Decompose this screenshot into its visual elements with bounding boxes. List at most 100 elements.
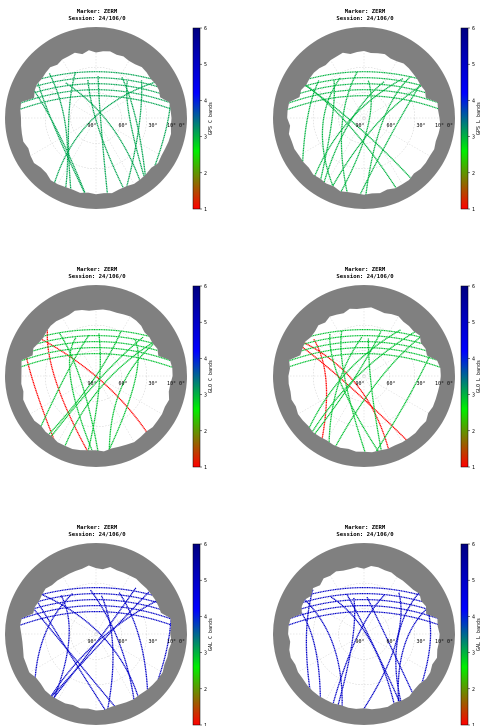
elevation-label: 30° xyxy=(148,381,157,387)
colorbar xyxy=(192,27,201,210)
colorbar-tick-label: 6 xyxy=(472,542,475,548)
colorbar-tick-label: 3 xyxy=(204,393,207,399)
satellite-track xyxy=(288,611,440,627)
colorbar-tick-label: 4 xyxy=(204,356,207,362)
colorbar-tick-label: 1 xyxy=(472,207,475,213)
colorbar-label: GLO L bands xyxy=(476,360,482,393)
satellite-track xyxy=(330,596,398,710)
elevation-label: 90° xyxy=(355,381,364,387)
colorbar-label: GPS L bands xyxy=(476,102,482,135)
chart-title-session: Session: 24/106/0 xyxy=(336,274,394,280)
chart-title-marker: Marker: ZERM xyxy=(77,9,118,15)
colorbar-tick-label: 5 xyxy=(204,578,207,584)
colorbar-tick-label: 4 xyxy=(472,98,475,104)
satellite-track xyxy=(100,595,114,711)
satellite-track xyxy=(287,95,441,111)
colorbar xyxy=(192,543,201,726)
elevation-ring xyxy=(312,66,416,170)
satellite-track xyxy=(346,593,406,710)
chart-title-session: Session: 24/106/0 xyxy=(68,532,126,538)
satellite-track xyxy=(34,590,151,711)
elevation-label: 90° xyxy=(87,123,96,129)
colorbar-tick-label: 6 xyxy=(472,26,475,32)
elevation-label: 60° xyxy=(118,381,127,387)
elevation-label: 10° 0° xyxy=(167,123,185,129)
satellite-track xyxy=(288,353,441,369)
colorbar xyxy=(460,285,469,468)
elevation-label: 60° xyxy=(386,123,395,129)
colorbar-tick-label: 3 xyxy=(472,651,475,657)
satellite-track xyxy=(367,338,384,453)
satellite-track xyxy=(359,592,402,710)
satellite-track xyxy=(395,587,424,710)
satellite-track xyxy=(329,333,383,453)
satellite-track xyxy=(321,77,341,195)
chart-title-marker: Marker: ZERM xyxy=(77,267,118,273)
satellite-track xyxy=(21,341,173,357)
elevation-label: 30° xyxy=(148,123,157,129)
elevation-label: 90° xyxy=(87,381,96,387)
chart-title-marker: Marker: ZERM xyxy=(345,267,386,273)
elevation-label: 90° xyxy=(355,123,364,129)
colorbar-tick-label: 4 xyxy=(204,614,207,620)
elevation-label: 60° xyxy=(386,381,395,387)
elevation-ring xyxy=(312,582,416,686)
colorbar xyxy=(192,285,201,468)
satellite-track xyxy=(60,329,173,452)
colorbar-tick-label: 6 xyxy=(204,542,207,548)
satellite-track xyxy=(357,80,424,195)
satellite-track xyxy=(329,594,385,710)
satellite-track xyxy=(108,340,158,452)
colorbar-tick-label: 2 xyxy=(204,429,207,435)
satellite-track xyxy=(288,605,440,621)
satellite-track xyxy=(21,353,173,369)
colorbar-tick-label: 5 xyxy=(472,320,475,326)
elevation-label: 60° xyxy=(118,639,127,645)
satellite-track xyxy=(329,330,429,453)
satellite-track xyxy=(20,593,172,609)
colorbar-label: GLO C bands xyxy=(208,360,214,393)
chart-title-session: Session: 24/106/0 xyxy=(68,16,126,22)
colorbar-tick-label: 3 xyxy=(204,651,207,657)
chart-title-marker: Marker: ZERM xyxy=(345,525,386,531)
satellite-track xyxy=(288,599,440,615)
elevation-ring xyxy=(312,324,416,428)
satellite-track xyxy=(22,333,62,452)
colorbar-tick-label: 1 xyxy=(204,207,207,213)
satellite-track xyxy=(334,597,356,710)
elevation-ring xyxy=(44,66,148,170)
colorbar-tick-label: 6 xyxy=(204,26,207,32)
satellite-track xyxy=(20,83,172,99)
colorbar-label: GAL L bands xyxy=(476,618,482,651)
satellite-track xyxy=(20,611,172,627)
satellite-track xyxy=(68,337,96,452)
colorbar-tick-label: 5 xyxy=(204,62,207,68)
satellite-track xyxy=(291,338,425,453)
satellite-track xyxy=(305,78,404,195)
colorbar-tick-label: 2 xyxy=(472,687,475,693)
satellite-track xyxy=(299,80,404,195)
elevation-label: 30° xyxy=(416,123,425,129)
elevation-label: 60° xyxy=(386,639,395,645)
elevation-label: 30° xyxy=(148,639,157,645)
elevation-label: 30° xyxy=(416,381,425,387)
chart-title-session: Session: 24/106/0 xyxy=(336,532,394,538)
polar-grid xyxy=(20,565,172,711)
polar-grid xyxy=(287,51,441,195)
colorbar-tick-label: 5 xyxy=(472,578,475,584)
satellite-track xyxy=(122,80,143,195)
satellite-track xyxy=(87,79,130,195)
satellite-track xyxy=(340,330,368,453)
colorbar xyxy=(460,543,469,726)
colorbar-tick-label: 3 xyxy=(472,135,475,141)
colorbar-tick-label: 2 xyxy=(204,171,207,177)
elevation-label: 30° xyxy=(416,639,425,645)
elevation-ring xyxy=(44,582,148,686)
chart-title-marker: Marker: ZERM xyxy=(77,525,118,531)
satellite-track xyxy=(20,89,172,105)
polar-grid xyxy=(288,566,440,710)
